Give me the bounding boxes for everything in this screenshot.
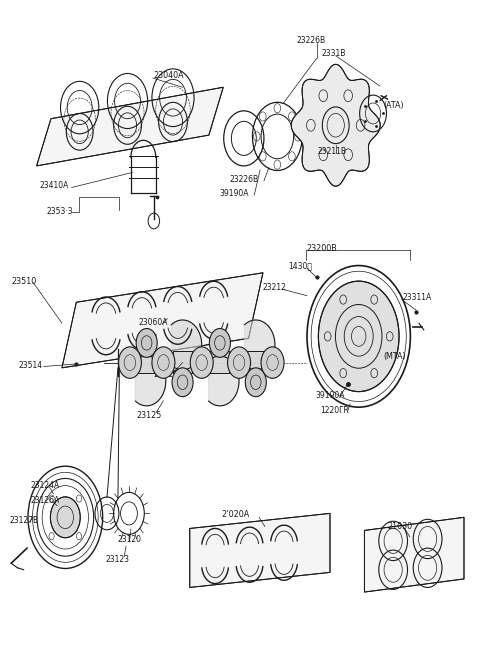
Polygon shape [244,320,275,370]
Text: 1430: 1430 [288,261,312,270]
Polygon shape [291,64,380,186]
Circle shape [172,368,193,397]
Text: 23410A: 23410A [40,181,69,190]
Text: 23126A: 23126A [30,497,60,505]
Text: 23040A: 23040A [154,71,184,80]
Circle shape [190,347,213,378]
Text: 2’020A: 2’020A [221,510,249,519]
Circle shape [245,368,266,397]
Text: 23125: 23125 [136,411,161,420]
Text: (ATA): (ATA) [384,101,404,110]
Text: 23200B: 23200B [306,244,337,253]
Polygon shape [246,351,265,373]
Text: 23123: 23123 [106,555,130,564]
Polygon shape [209,356,239,406]
Polygon shape [171,320,202,370]
Polygon shape [137,351,156,373]
Text: 2353·3: 2353·3 [46,208,73,216]
Polygon shape [62,273,263,368]
Polygon shape [36,87,223,166]
Text: 23211B: 23211B [318,147,347,156]
Circle shape [261,347,284,378]
Text: 21030: 21030 [387,522,412,531]
Polygon shape [364,517,464,592]
Text: 23060A: 23060A [139,318,168,327]
Circle shape [119,347,142,378]
Circle shape [136,328,157,357]
Circle shape [228,347,251,378]
Text: 1220ΓR: 1220ΓR [321,406,349,415]
Text: 23124A: 23124A [30,482,60,490]
Text: 23120: 23120 [118,535,142,544]
Text: 23212: 23212 [263,283,287,292]
Polygon shape [190,513,330,587]
Circle shape [318,281,399,392]
Text: 23514: 23514 [19,361,43,371]
Text: 23226B: 23226B [297,35,325,45]
Polygon shape [135,356,166,406]
Circle shape [152,347,175,378]
Text: 39190A: 39190A [220,189,250,198]
Text: 23111: 23111 [153,370,178,379]
Circle shape [50,497,80,538]
Text: 23311A: 23311A [403,292,432,302]
Text: 2331B: 2331B [322,49,346,58]
Text: 23510: 23510 [11,277,36,286]
Text: (MTA): (MTA) [384,351,406,361]
Polygon shape [210,351,229,373]
Polygon shape [173,351,192,373]
Text: 39190A: 39190A [316,391,345,400]
Text: 23127B: 23127B [9,516,38,525]
Circle shape [209,328,230,357]
Text: 23226B: 23226B [229,175,259,184]
